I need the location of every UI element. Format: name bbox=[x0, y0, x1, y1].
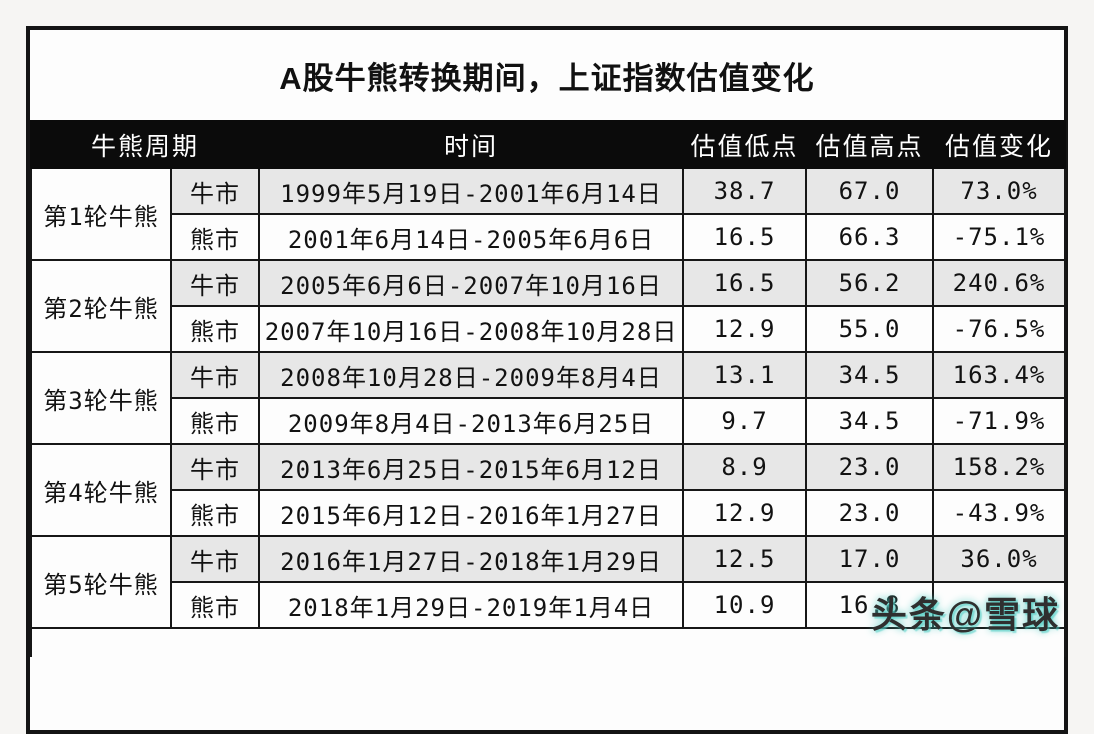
low-cell: 12.5 bbox=[682, 535, 808, 583]
cycle-cell: 第1轮牛熊 bbox=[30, 167, 172, 261]
change-cell: 73.0% bbox=[932, 167, 1067, 215]
date-cell: 2013年6月25日-2015年6月12日 bbox=[258, 443, 685, 491]
table-row: 第5轮牛熊 牛市 2016年1月27日-2018年1月29日 12.5 17.0… bbox=[30, 535, 1067, 629]
phase-cell: 牛市 bbox=[169, 535, 261, 583]
table-row: 第4轮牛熊 牛市 2013年6月25日-2015年6月12日 8.9 23.0 … bbox=[30, 443, 1067, 537]
header-row: 牛熊周期 时间 估值低点 估值高点 估值变化 bbox=[29, 120, 1067, 169]
date-cell: 2018年1月29日-2019年1月4日 bbox=[258, 581, 685, 629]
phase-cell: 熊市 bbox=[169, 305, 261, 353]
high-cell: 66.3 bbox=[805, 213, 935, 261]
table-row: 熊市 2015年6月12日-2016年1月27日 12.9 23.0 -43.9… bbox=[31, 489, 1067, 537]
col-header-change: 估值变化 bbox=[932, 120, 1067, 169]
high-cell: 16.8 bbox=[805, 581, 935, 629]
change-cell: 36.0% bbox=[932, 535, 1067, 583]
high-cell: 67.0 bbox=[805, 167, 935, 215]
low-cell: 16.5 bbox=[682, 213, 808, 261]
low-cell: 38.7 bbox=[682, 167, 808, 215]
col-header-low: 估值低点 bbox=[682, 120, 808, 169]
high-cell: 17.0 bbox=[805, 535, 935, 583]
change-cell: 158.2% bbox=[932, 443, 1067, 491]
table-row: 熊市 2018年1月29日-2019年1月4日 10.9 16.8 bbox=[31, 581, 1067, 629]
table-row: 熊市 2007年10月16日-2008年10月28日 12.9 55.0 -76… bbox=[31, 305, 1067, 353]
valuation-table-frame: A股牛熊转换期间，上证指数估值变化 牛熊周期 时间 估值低点 估值高点 估值变化… bbox=[26, 26, 1068, 734]
change-cell: -71.9% bbox=[932, 397, 1067, 445]
col-header-cycle: 牛熊周期 bbox=[29, 120, 261, 169]
phase-cell: 熊市 bbox=[169, 213, 261, 261]
low-cell: 10.9 bbox=[682, 581, 808, 629]
phase-cell: 熊市 bbox=[169, 581, 261, 629]
date-cell: 2008年10月28日-2009年8月4日 bbox=[258, 351, 685, 399]
phase-cell: 熊市 bbox=[169, 489, 261, 537]
low-cell: 9.7 bbox=[682, 397, 808, 445]
high-cell: 34.5 bbox=[805, 397, 935, 445]
high-cell: 23.0 bbox=[805, 489, 935, 537]
change-cell: 240.6% bbox=[932, 259, 1067, 307]
high-cell: 56.2 bbox=[805, 259, 935, 307]
change-cell: -43.9% bbox=[932, 489, 1067, 537]
col-header-date: 时间 bbox=[258, 120, 685, 169]
date-cell: 2001年6月14日-2005年6月6日 bbox=[258, 213, 685, 261]
date-cell: 2015年6月12日-2016年1月27日 bbox=[258, 489, 685, 537]
phase-cell: 牛市 bbox=[169, 167, 261, 215]
table-row: 第2轮牛熊 牛市 2005年6月6日-2007年10月16日 16.5 56.2… bbox=[30, 259, 1067, 353]
cycle-cell: 第4轮牛熊 bbox=[30, 443, 172, 537]
high-cell: 23.0 bbox=[805, 443, 935, 491]
low-cell: 16.5 bbox=[682, 259, 808, 307]
phase-cell: 牛市 bbox=[169, 443, 261, 491]
low-cell: 12.9 bbox=[682, 305, 808, 353]
table-row: 熊市 2009年8月4日-2013年6月25日 9.7 34.5 -71.9% bbox=[31, 397, 1067, 445]
table-row: 第3轮牛熊 牛市 2008年10月28日-2009年8月4日 13.1 34.5… bbox=[30, 351, 1067, 445]
change-cell: 163.4% bbox=[932, 351, 1067, 399]
low-cell: 12.9 bbox=[682, 489, 808, 537]
change-cell: -76.5% bbox=[932, 305, 1067, 353]
high-cell: 55.0 bbox=[805, 305, 935, 353]
phase-cell: 牛市 bbox=[169, 259, 261, 307]
change-cell bbox=[932, 581, 1067, 629]
date-cell: 1999年5月19日-2001年6月14日 bbox=[258, 167, 685, 215]
watermark: 头条@雪球 bbox=[870, 594, 1060, 635]
high-cell: 34.5 bbox=[805, 351, 935, 399]
valuation-table: 牛熊周期 时间 估值低点 估值高点 估值变化 第1轮牛熊 牛市 1999年5月1… bbox=[29, 120, 1067, 657]
change-cell: -75.1% bbox=[932, 213, 1067, 261]
date-cell: 2009年8月4日-2013年6月25日 bbox=[258, 397, 685, 445]
cycle-cell: 第5轮牛熊 bbox=[30, 535, 172, 629]
cycle-cell: 第2轮牛熊 bbox=[30, 259, 172, 353]
low-cell: 13.1 bbox=[682, 351, 808, 399]
col-header-high: 估值高点 bbox=[805, 120, 935, 169]
low-cell: 8.9 bbox=[682, 443, 808, 491]
table-row: 熊市 2001年6月14日-2005年6月6日 16.5 66.3 -75.1% bbox=[31, 213, 1067, 261]
date-cell: 2005年6月6日-2007年10月16日 bbox=[258, 259, 685, 307]
date-cell: 2007年10月16日-2008年10月28日 bbox=[258, 305, 685, 353]
phase-cell: 熊市 bbox=[169, 397, 261, 445]
date-cell: 2016年1月27日-2018年1月29日 bbox=[258, 535, 685, 583]
cycle-cell: 第3轮牛熊 bbox=[30, 351, 172, 445]
table-row: 第1轮牛熊 牛市 1999年5月19日-2001年6月14日 38.7 67.0… bbox=[30, 167, 1067, 261]
phase-cell: 牛市 bbox=[169, 351, 261, 399]
page-title: A股牛熊转换期间，上证指数估值变化 bbox=[30, 30, 1064, 120]
